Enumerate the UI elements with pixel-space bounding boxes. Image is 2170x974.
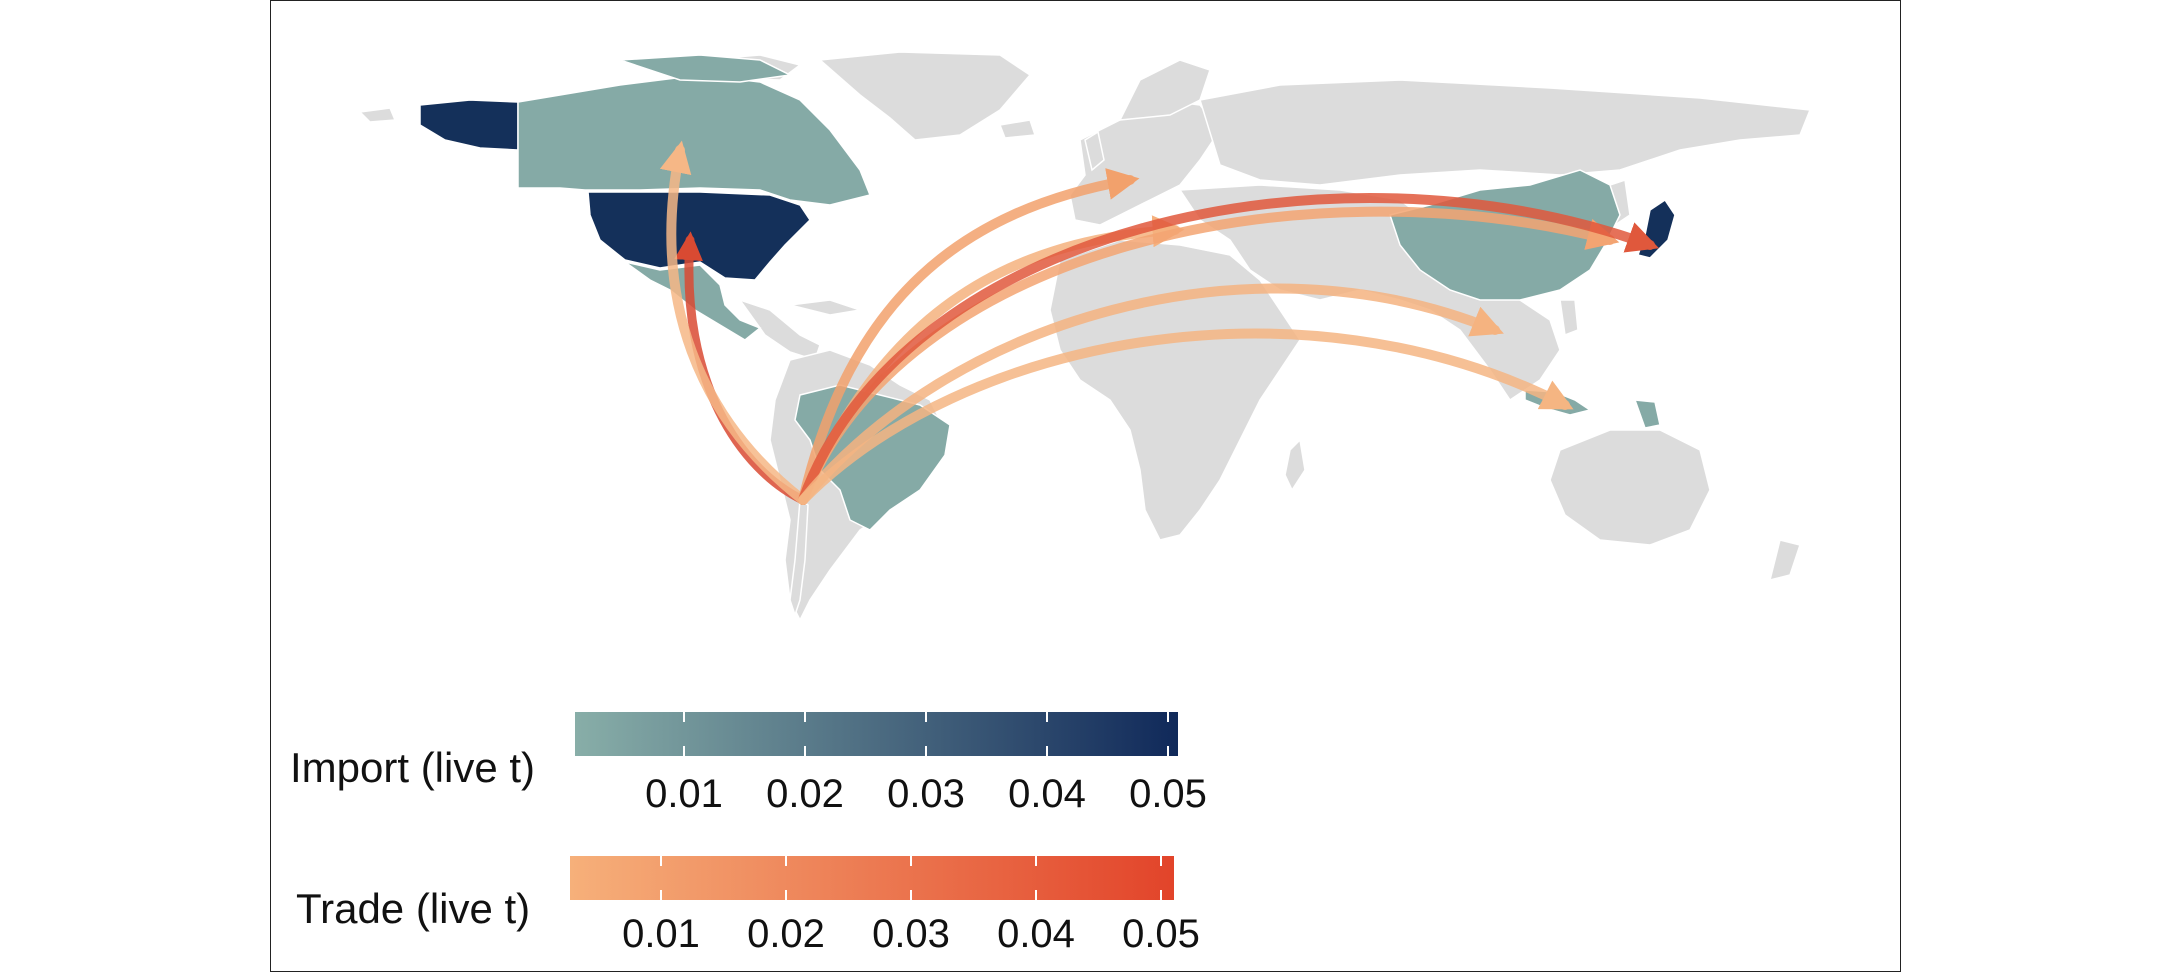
country-alaska [419,99,519,151]
flow-to-japan [798,192,1660,505]
trade-flows [659,140,1660,505]
legend-trade-colorbar [570,856,1174,900]
legend-import-title: Import (live t) [290,744,536,791]
land-uk [1084,130,1105,172]
legend_trade-tick-mark [1160,856,1162,866]
land-madagascar [1284,438,1306,492]
legend_trade-tick-label: 0.02 [747,912,825,956]
legend_import-tick-mark [1167,712,1169,722]
legend_import-tick-label: 0.04 [1008,772,1086,816]
legend_trade-tick-mark [910,856,912,866]
legend_trade-tick-label: 0.03 [872,912,950,956]
land-australia [1549,429,1711,546]
legend_import-tick-mark [925,746,927,756]
legend_trade-tick-mark [1035,890,1037,900]
country-chile [789,498,809,618]
legend_trade-tick-label: 0.04 [997,912,1075,956]
legend-import-colorbar [575,712,1178,756]
land-new-zealand [1768,539,1801,582]
legend_import-tick-mark [1046,712,1048,722]
legend_import-tick-label: 0.01 [645,772,723,816]
land-philippines [1559,299,1579,337]
legend_trade-tick-mark [660,890,662,900]
land-iceland [998,119,1037,139]
country-japan [1637,198,1676,259]
flow-to-netherlands [798,168,1140,505]
land-russia [1199,79,1812,186]
legend_import-tick-mark [925,712,927,722]
legend_import-tick-label: 0.03 [887,772,965,816]
legend_trade-tick-mark [910,890,912,900]
legend_trade-tick-mark [785,856,787,866]
legend_trade-tick-mark [660,856,662,866]
flow-to-vietnam [798,283,1504,505]
land-caribbean [789,299,861,316]
legend-trade-title: Trade (live t) [296,885,531,932]
legend_import-tick-label: 0.05 [1129,772,1207,816]
legend_trade-tick-label: 0.01 [622,912,700,956]
legend_import-tick-mark [1046,746,1048,756]
country-canada [517,74,872,206]
land-aleutians [358,107,397,123]
flow-to-canada [659,140,808,505]
land-scandinavia [1118,59,1211,121]
flow-to-indonesia [798,328,1574,505]
legend_import-tick-label: 0.02 [766,772,844,816]
legend_trade-tick-mark [1035,856,1037,866]
legend_import-tick-mark [683,746,685,756]
legend_trade-tick-mark [785,890,787,900]
country-png [1633,399,1661,429]
legend_import-tick-mark [804,712,806,722]
legend_trade-tick-label: 0.05 [1122,912,1200,956]
legend_trade-tick-mark [1160,890,1162,900]
legend_import-tick-mark [804,746,806,756]
country-canada-islands [619,54,793,83]
legend_import-tick-mark [683,712,685,722]
legend_import-tick-mark [1167,746,1169,756]
land-greenland [818,51,1032,141]
